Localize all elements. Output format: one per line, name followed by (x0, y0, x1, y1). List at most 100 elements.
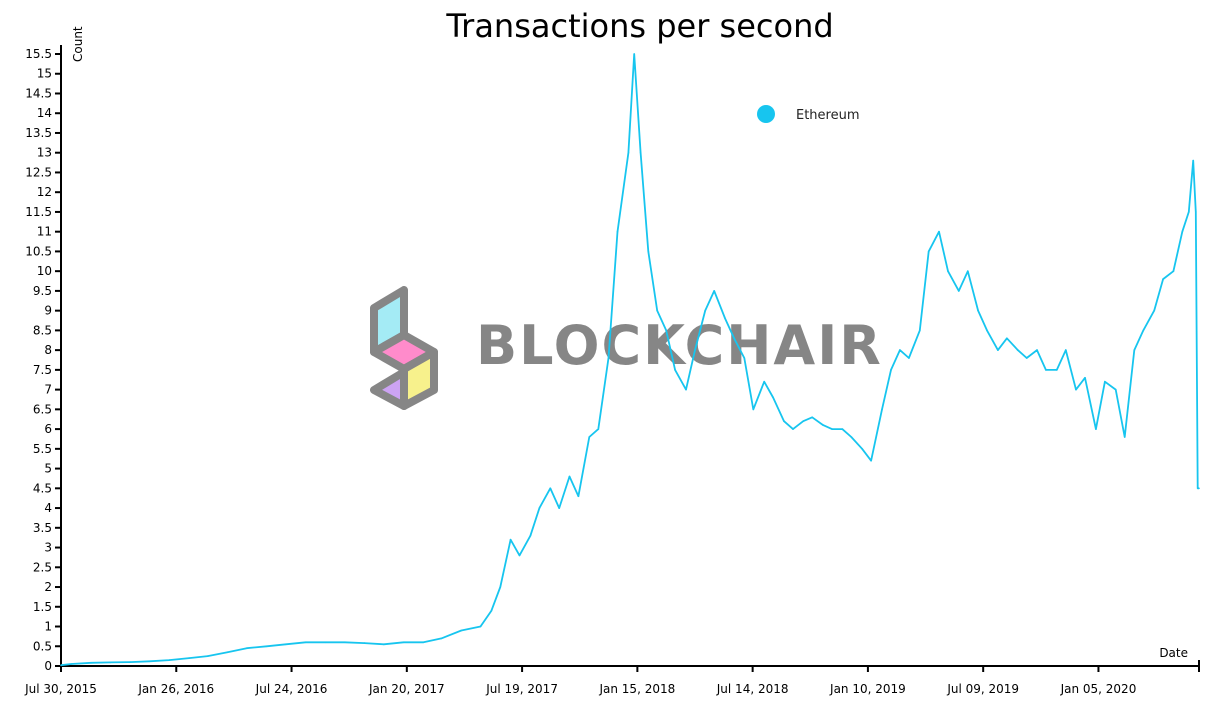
x-tick-label: Jul 09, 2019 (946, 682, 1019, 696)
x-tick-label: Jan 20, 2017 (368, 682, 445, 696)
data-point (363, 642, 366, 644)
data-point (265, 645, 268, 648)
y-tick-label: 15.5 (25, 47, 52, 61)
data-point (743, 357, 746, 359)
data-point (168, 659, 170, 661)
data-point (822, 424, 824, 426)
data-point (188, 657, 190, 659)
y-tick-label: 8.5 (33, 323, 52, 337)
data-point (890, 369, 892, 371)
y-tick-label: 13.5 (25, 126, 52, 140)
y-tick-label: 3 (44, 541, 52, 555)
data-point (733, 337, 735, 340)
data-point (324, 641, 327, 644)
data-point (881, 408, 883, 411)
data-point (639, 151, 642, 154)
data-point (713, 290, 715, 292)
data-point (1181, 230, 1184, 233)
data-point (1045, 369, 1047, 371)
data-point (479, 625, 482, 628)
data-point (861, 448, 863, 450)
data-point (919, 329, 921, 332)
x-tick-label: Jul 19, 2017 (485, 682, 558, 696)
data-point (109, 661, 112, 664)
y-tick-label: 7 (44, 383, 52, 397)
data-point (509, 538, 512, 541)
data-point (129, 661, 131, 663)
y-tick-label: 14.5 (25, 86, 52, 100)
data-point (1196, 487, 1199, 490)
series-layer (60, 53, 1200, 667)
y-tick-label: 5.5 (33, 442, 52, 456)
x-tick-label: Jan 10, 2019 (829, 682, 906, 696)
x-tick-label: Jan 15, 2018 (598, 682, 675, 696)
data-point (986, 329, 988, 332)
y-tick-label: 12.5 (25, 165, 52, 179)
y-tick-label: 14 (37, 106, 52, 120)
data-point (1123, 436, 1126, 438)
y-tick-label: 11 (37, 225, 52, 239)
data-point (568, 475, 571, 478)
y-tick-label: 8 (44, 343, 52, 357)
data-point (1198, 487, 1200, 490)
data-point (607, 357, 610, 359)
data-point (549, 487, 552, 490)
data-point (958, 290, 960, 292)
y-tick-label: 5 (44, 462, 52, 476)
data-point (627, 151, 630, 154)
data-point (899, 349, 901, 351)
data-point (1142, 329, 1145, 332)
data-point (977, 309, 979, 312)
data-point (616, 230, 619, 233)
data-point (1036, 349, 1038, 351)
chart-title: Transactions per second (445, 7, 833, 45)
data-point (383, 643, 385, 646)
y-tick-label: 4.5 (33, 481, 52, 495)
data-point (1065, 349, 1067, 351)
data-point (499, 586, 502, 588)
data-point (685, 388, 687, 391)
data-point (70, 663, 72, 665)
data-point (783, 420, 785, 423)
data-point (1195, 211, 1197, 213)
data-point (1104, 380, 1106, 383)
data-point (772, 396, 774, 399)
y-tick-label: 0 (44, 659, 52, 673)
data-point (763, 380, 765, 383)
data-point (440, 637, 443, 640)
data-point (967, 270, 969, 273)
x-tick-label: Jan 05, 2020 (1060, 682, 1137, 696)
data-point (792, 428, 794, 430)
data-point (245, 647, 248, 649)
legend: Ethereum (757, 105, 860, 123)
y-tick-label: 7.5 (33, 363, 52, 377)
y-axis-title: Count (71, 26, 85, 62)
data-point (1114, 388, 1117, 391)
data-point (647, 250, 650, 253)
x-tick-label: Jul 30, 2015 (24, 682, 97, 696)
y-tick-label: 2 (44, 580, 52, 594)
data-point (1075, 388, 1077, 391)
y-tick-label: 13 (37, 146, 52, 160)
y-tick-label: 9 (44, 304, 52, 318)
data-point (285, 643, 287, 646)
x-tick-label: Jul 24, 2016 (255, 682, 328, 696)
y-tick-label: 0.5 (33, 639, 52, 653)
y-tick-label: 6.5 (33, 402, 52, 416)
watermark-text: BLOCKCHAIR (476, 314, 883, 377)
data-point (1153, 309, 1155, 312)
data-point (1192, 159, 1194, 162)
data-point (1084, 377, 1086, 379)
data-point (490, 609, 493, 612)
data-point (831, 428, 833, 430)
legend-marker-ethereum (757, 105, 775, 123)
data-point (1017, 349, 1019, 351)
data-point (927, 250, 930, 253)
data-point (60, 664, 62, 666)
data-point (577, 495, 580, 498)
data-point (1172, 270, 1175, 273)
y-tick-label: 2.5 (33, 560, 52, 574)
data-point (148, 660, 151, 663)
y-tick-label: 10.5 (25, 244, 52, 258)
y-tick-label: 10 (37, 264, 52, 278)
